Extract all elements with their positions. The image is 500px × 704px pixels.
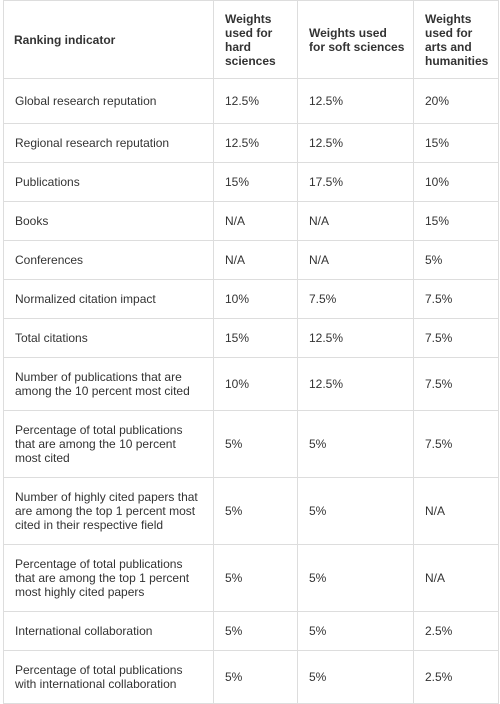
arts-humanities-cell: 7.5%: [413, 279, 499, 319]
arts-humanities-cell: N/A: [413, 544, 499, 612]
arts-humanities-cell: 2.5%: [413, 611, 499, 651]
indicator-cell: Total citations: [3, 318, 214, 358]
hard-sciences-cell: N/A: [213, 201, 298, 241]
table-row: Percentage of total publications with in…: [3, 650, 499, 704]
soft-sciences-cell: 5%: [297, 544, 414, 612]
soft-sciences-cell: N/A: [297, 240, 414, 280]
header-hard-sciences: Weights used for hard sciences: [213, 0, 298, 79]
header-row: Ranking indicator Weights used for hard …: [3, 0, 499, 79]
soft-sciences-cell: 5%: [297, 611, 414, 651]
table-row: Number of publications that are among th…: [3, 357, 499, 411]
soft-sciences-cell: 7.5%: [297, 279, 414, 319]
hard-sciences-cell: 5%: [213, 544, 298, 612]
hard-sciences-cell: 15%: [213, 162, 298, 202]
header-ranking-indicator: Ranking indicator: [3, 0, 214, 79]
soft-sciences-cell: 5%: [297, 477, 414, 545]
table-row: Global research reputation 12.5% 12.5% 2…: [3, 78, 499, 124]
arts-humanities-cell: 2.5%: [413, 650, 499, 704]
indicator-cell: Percentage of total publications that ar…: [3, 410, 214, 478]
table-row: Percentage of total publications that ar…: [3, 544, 499, 612]
header-soft-sciences: Weights used for soft sciences: [297, 0, 414, 79]
table-row: Publications 15% 17.5% 10%: [3, 162, 499, 202]
hard-sciences-cell: 10%: [213, 279, 298, 319]
arts-humanities-cell: 7.5%: [413, 410, 499, 478]
hard-sciences-cell: N/A: [213, 240, 298, 280]
soft-sciences-cell: 12.5%: [297, 78, 414, 124]
soft-sciences-cell: 12.5%: [297, 357, 414, 411]
indicator-cell: Normalized citation impact: [3, 279, 214, 319]
indicator-cell: Publications: [3, 162, 214, 202]
table-row: Regional research reputation 12.5% 12.5%…: [3, 123, 499, 163]
table-row: Number of highly cited papers that are a…: [3, 477, 499, 545]
arts-humanities-cell: 20%: [413, 78, 499, 124]
soft-sciences-cell: 12.5%: [297, 318, 414, 358]
table-row: Percentage of total publications that ar…: [3, 410, 499, 478]
arts-humanities-cell: N/A: [413, 477, 499, 545]
table-row: Normalized citation impact 10% 7.5% 7.5%: [3, 279, 499, 319]
indicator-cell: Percentage of total publications that ar…: [3, 544, 214, 612]
table-row: International collaboration 5% 5% 2.5%: [3, 611, 499, 651]
indicator-cell: Conferences: [3, 240, 214, 280]
indicator-cell: Books: [3, 201, 214, 241]
soft-sciences-cell: 12.5%: [297, 123, 414, 163]
header-arts-humanities: Weights used for arts and humanities: [413, 0, 499, 79]
arts-humanities-cell: 15%: [413, 201, 499, 241]
indicator-cell: Percentage of total publications with in…: [3, 650, 214, 704]
soft-sciences-cell: 5%: [297, 410, 414, 478]
soft-sciences-cell: 17.5%: [297, 162, 414, 202]
hard-sciences-cell: 12.5%: [213, 78, 298, 124]
arts-humanities-cell: 5%: [413, 240, 499, 280]
hard-sciences-cell: 5%: [213, 611, 298, 651]
hard-sciences-cell: 12.5%: [213, 123, 298, 163]
table-row: Total citations 15% 12.5% 7.5%: [3, 318, 499, 358]
soft-sciences-cell: N/A: [297, 201, 414, 241]
indicator-cell: Number of highly cited papers that are a…: [3, 477, 214, 545]
ranking-weights-table: Ranking indicator Weights used for hard …: [3, 0, 499, 704]
hard-sciences-cell: 10%: [213, 357, 298, 411]
table-row: Books N/A N/A 15%: [3, 201, 499, 241]
indicator-cell: Regional research reputation: [3, 123, 214, 163]
soft-sciences-cell: 5%: [297, 650, 414, 704]
arts-humanities-cell: 7.5%: [413, 318, 499, 358]
arts-humanities-cell: 10%: [413, 162, 499, 202]
indicator-cell: Global research reputation: [3, 78, 214, 124]
hard-sciences-cell: 5%: [213, 477, 298, 545]
arts-humanities-cell: 7.5%: [413, 357, 499, 411]
hard-sciences-cell: 15%: [213, 318, 298, 358]
table-row: Conferences N/A N/A 5%: [3, 240, 499, 280]
arts-humanities-cell: 15%: [413, 123, 499, 163]
hard-sciences-cell: 5%: [213, 650, 298, 704]
hard-sciences-cell: 5%: [213, 410, 298, 478]
indicator-cell: International collaboration: [3, 611, 214, 651]
indicator-cell: Number of publications that are among th…: [3, 357, 214, 411]
